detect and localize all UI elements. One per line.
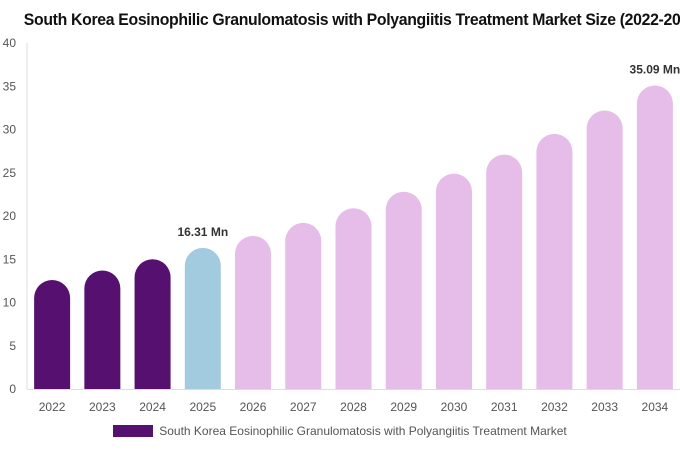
- bar-2033: [586, 110, 623, 389]
- x-tick-label: 2025: [189, 400, 216, 414]
- x-tick-label: 2032: [541, 400, 568, 414]
- y-tick-label: 30: [3, 123, 17, 137]
- x-tick-label: 2033: [591, 400, 618, 414]
- bar-2024: [134, 259, 171, 389]
- x-tick-label: 2024: [139, 400, 166, 414]
- bar-2032: [536, 133, 573, 389]
- bar-2022: [34, 280, 71, 389]
- y-tick-label: 0: [9, 382, 16, 396]
- legend-label: South Korea Eosinophilic Granulomatosis …: [159, 424, 567, 438]
- bar-2029: [385, 191, 422, 389]
- x-tick-label: 2030: [441, 400, 468, 414]
- legend: South Korea Eosinophilic Granulomatosis …: [0, 424, 680, 438]
- x-tick-label: 2022: [39, 400, 66, 414]
- bar-2023: [84, 270, 121, 389]
- data-label: 35.09 Mn: [630, 62, 680, 76]
- bar-2026: [235, 235, 272, 389]
- bar-2027: [285, 222, 322, 389]
- bar-2028: [335, 208, 372, 389]
- y-tick-label: 40: [3, 36, 17, 50]
- chart-title: South Korea Eosinophilic Granulomatosis …: [23, 10, 680, 29]
- x-tick-label: 2031: [491, 400, 518, 414]
- y-tick-label: 35: [3, 79, 17, 93]
- x-tick-label: 2027: [290, 400, 317, 414]
- y-tick-label: 15: [3, 252, 17, 266]
- y-tick-label: 20: [3, 209, 17, 223]
- bar-2034: [636, 85, 673, 389]
- y-tick-label: 5: [9, 339, 16, 353]
- y-tick-label: 10: [3, 296, 17, 310]
- bars: [34, 85, 673, 389]
- legend-swatch: [113, 425, 154, 437]
- x-tick-label: 2028: [340, 400, 367, 414]
- bar-2025: [184, 247, 221, 389]
- x-tick-label: 2034: [642, 400, 669, 414]
- x-tick-label: 2026: [240, 400, 267, 414]
- data-label: 16.31 Mn: [177, 225, 228, 239]
- x-tick-label: 2029: [390, 400, 417, 414]
- y-tick-label: 25: [3, 166, 17, 180]
- bar-2030: [435, 173, 472, 389]
- x-tick-label: 2023: [89, 400, 116, 414]
- data-labels: 16.31 Mn 35.09 Mn: [177, 62, 680, 238]
- bar-2031: [486, 154, 523, 389]
